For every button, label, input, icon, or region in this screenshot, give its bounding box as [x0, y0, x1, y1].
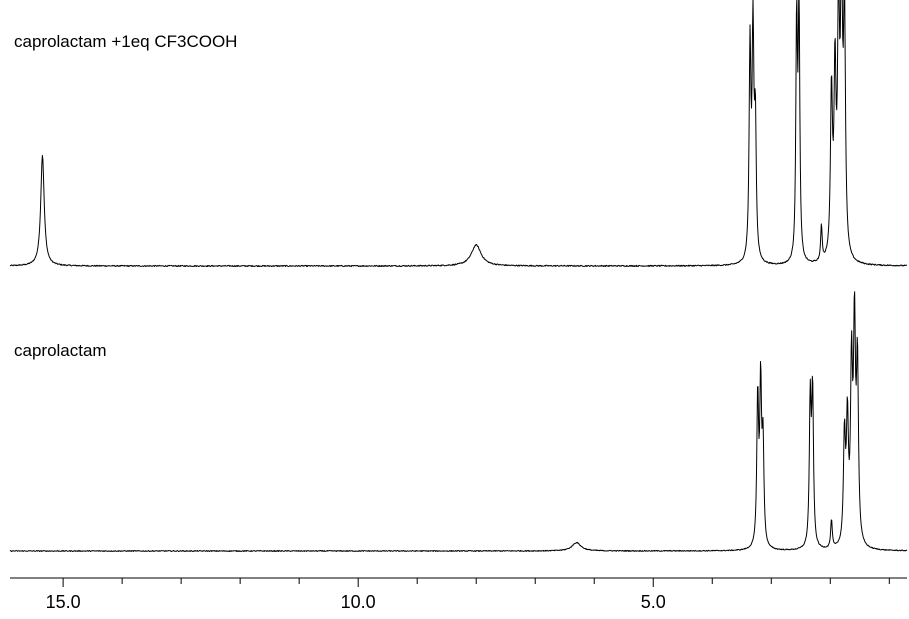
spectrum-bottom-label: caprolactam	[14, 341, 107, 360]
spectrum-trace-bottom	[9, 291, 908, 552]
spectra-layer	[9, 0, 908, 552]
spectrum-top-label: caprolactam +1eq CF3COOH	[14, 32, 237, 51]
x-axis-tick-label: 10.0	[341, 592, 376, 612]
spectrum-trace-top	[9, 0, 908, 268]
x-axis-tick-label: 15.0	[46, 592, 81, 612]
x-axis: 15.0 10.0 5.0	[10, 577, 907, 612]
x-axis-tick-label: 5.0	[641, 592, 666, 612]
